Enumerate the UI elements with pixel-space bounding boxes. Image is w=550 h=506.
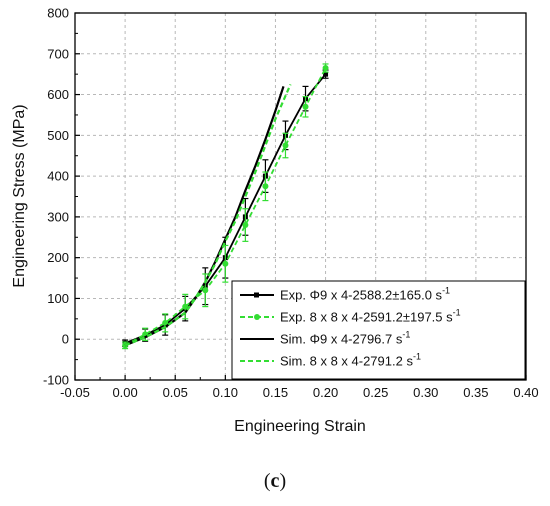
x-tick-label: 0.40: [513, 385, 538, 400]
legend-label-superscript: -1: [402, 330, 410, 340]
y-axis-title: Engineering Stress (MPa): [11, 104, 28, 287]
y-tick-label: -100: [43, 373, 69, 388]
y-tick-label: 600: [47, 87, 69, 102]
x-tick-label: 0.05: [163, 385, 188, 400]
x-tick-label: 0.10: [213, 385, 238, 400]
x-axis-title: Engineering Strain: [234, 418, 366, 435]
legend: Exp. Φ9 x 4-2588.2±165.0 s-1 Exp. 8 x 8 x…: [231, 280, 526, 380]
y-tick-label: 0: [62, 332, 69, 347]
data-point: [222, 260, 229, 267]
y-tick-label: 800: [47, 6, 69, 21]
data-point: [262, 183, 269, 190]
tick-layer: -0.05 0.00 0.05 0.10 0.15 0.20 0.25 0.30 0.35 0.4…: [43, 6, 539, 401]
data-point: [202, 287, 209, 294]
x-tick-label: 0.25: [363, 385, 388, 400]
legend-box: [231, 280, 526, 380]
legend-item-4: Sim. 8 x 8 x 4-2791.2 s-1: [240, 352, 421, 369]
caption-open: (: [263, 470, 271, 492]
series-line: [124, 83, 292, 347]
caption-close: ): [279, 470, 287, 492]
data-point: [282, 142, 289, 149]
series-4: [124, 83, 292, 347]
legend-label: Sim. Φ9 x 4-2796.7 s-1: [280, 330, 410, 347]
y-tick-label: 100: [47, 291, 69, 306]
y-tick-label: 700: [47, 46, 69, 61]
y-tick-label: 400: [47, 169, 69, 184]
x-tick-label: 0.20: [313, 385, 338, 400]
figure-caption: (c): [0, 470, 550, 493]
caption-letter: c: [270, 470, 280, 492]
y-tick-label: 500: [47, 128, 69, 143]
data-point: [322, 65, 329, 72]
legend-item-2: Exp. 8 x 8 x 4-2591.2±197.5 s-1: [240, 308, 461, 325]
data-point: [162, 319, 169, 326]
series-layer: [122, 63, 329, 350]
data-point: [302, 103, 309, 110]
legend-label-superscript: -1: [453, 308, 461, 318]
data-point: [242, 222, 249, 229]
legend-label: Exp. Φ9 x 4-2588.2±165.0 s-1: [280, 286, 450, 303]
x-tick-label: 0.00: [112, 385, 137, 400]
data-point: [182, 303, 189, 310]
y-tick-label: 200: [47, 250, 69, 265]
y-tick-label: 300: [47, 209, 69, 224]
data-point: [323, 71, 329, 77]
x-tick-label: 0.15: [263, 385, 288, 400]
legend-label: Exp. 8 x 8 x 4-2591.2±197.5 s-1: [280, 308, 461, 325]
legend-label-superscript: -1: [442, 286, 450, 296]
legend-label-superscript: -1: [413, 352, 421, 362]
x-tick-label: 0.35: [463, 385, 488, 400]
legend-swatch-marker: [254, 292, 259, 298]
legend-item-1: Exp. Φ9 x 4-2588.2±165.0 s-1: [240, 286, 450, 303]
legend-label: Sim. 8 x 8 x 4-2791.2 s-1: [280, 352, 421, 369]
legend-item-3: Sim. Φ9 x 4-2796.7 s-1: [240, 330, 410, 347]
series-2: [122, 63, 329, 350]
x-tick-label: -0.05: [60, 385, 90, 400]
x-tick-label: 0.30: [413, 385, 438, 400]
legend-swatch-marker: [254, 314, 260, 320]
